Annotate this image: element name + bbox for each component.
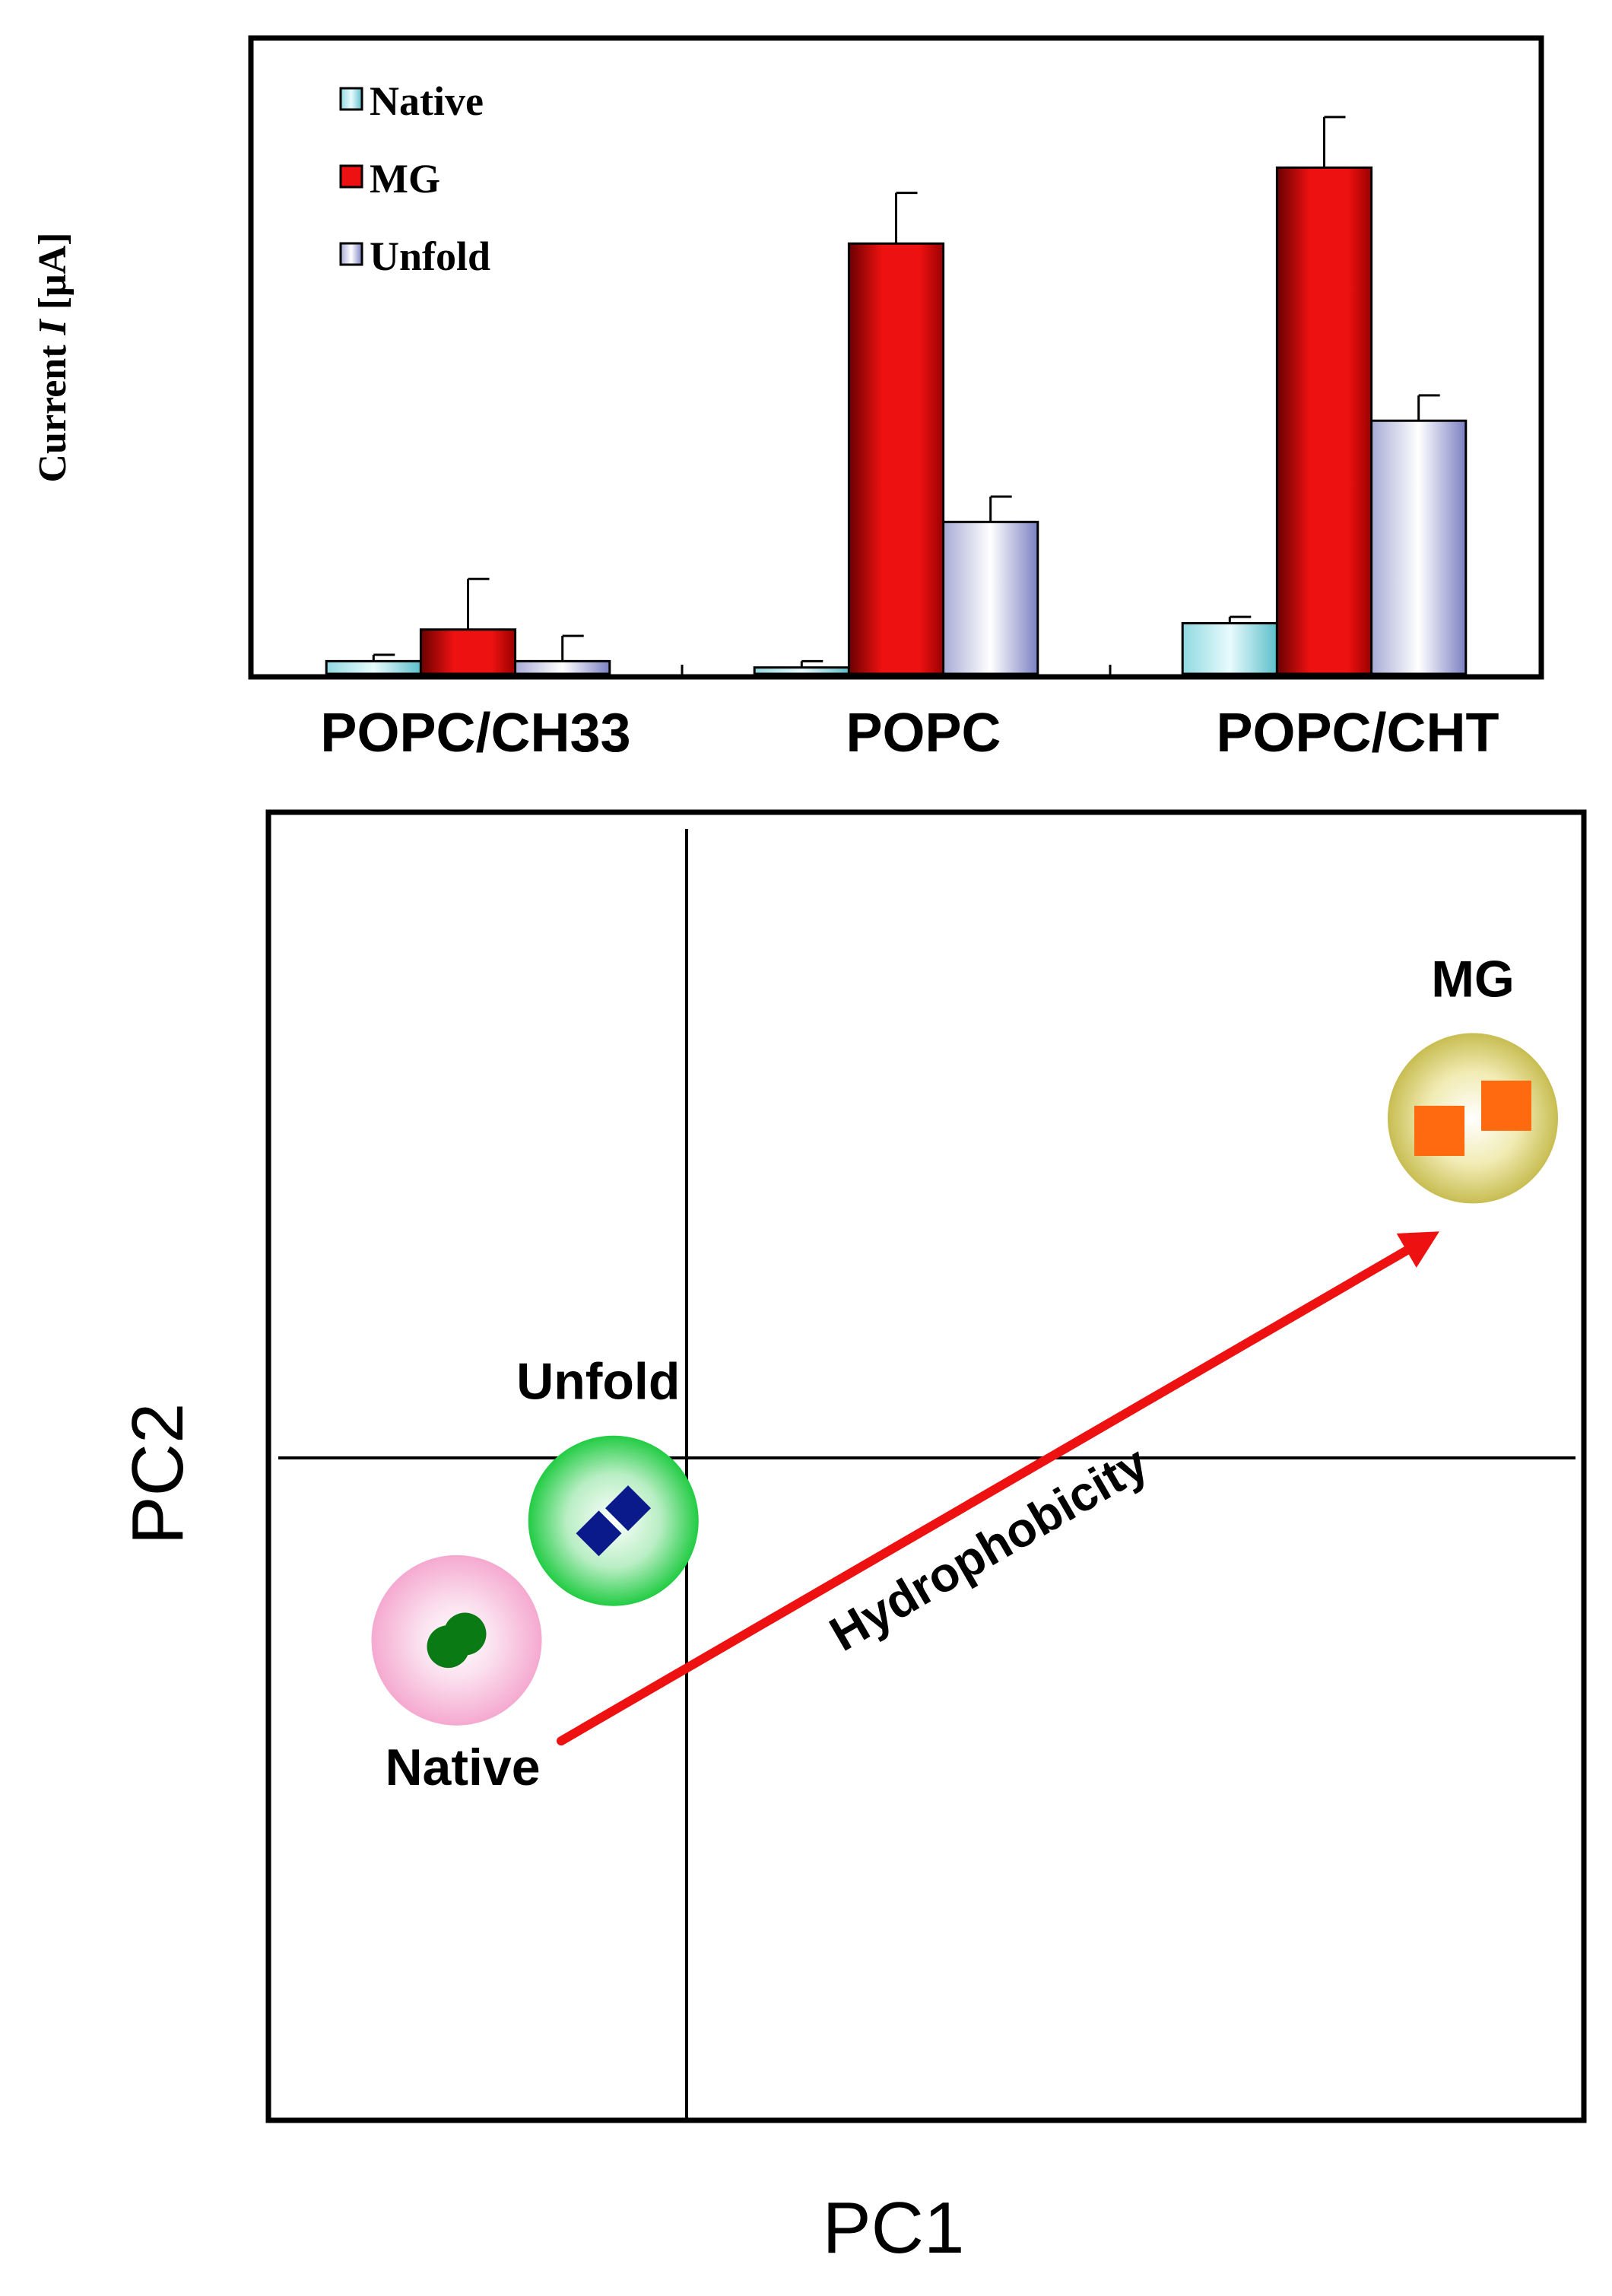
bar-series-layer <box>325 116 1468 675</box>
legend-label-native: Native <box>370 78 484 124</box>
cluster-blob-unfold <box>528 1435 699 1606</box>
point-native-2 <box>443 1612 487 1656</box>
bar-unfold-popc <box>942 520 1039 675</box>
x-tick-label-popc-ch33: POPC/CH33 <box>320 703 630 764</box>
legend-swatch-mg <box>339 164 363 189</box>
legend-swatch-native <box>339 87 363 111</box>
point-unfold-2 <box>605 1485 651 1532</box>
pc1-axis-label: PC1 <box>823 2187 965 2269</box>
x-axis-tick-labels: POPC/CH33 POPC POPC/CHT <box>320 703 1499 764</box>
bar-chart: Current I [μA] POPC/CH33 POPC POPC/CHT Nat… <box>31 35 1544 764</box>
point-mg-2 <box>1481 1080 1531 1131</box>
cluster-label-mg: MG <box>1431 950 1515 1008</box>
x-tick-label-popc: POPC <box>846 703 1001 764</box>
legend-swatch-unfold <box>339 242 363 266</box>
pc2-axis-label: PC2 <box>117 1403 198 1545</box>
bar-chart-y-axis-label: Current I [μA] <box>31 233 75 483</box>
bar-mg-popc-cht <box>1275 166 1373 675</box>
arrow-head <box>1396 1231 1439 1268</box>
bar-native-popc <box>753 666 850 675</box>
pca-plot-frame <box>265 809 1587 2123</box>
bar-native-popc-ch33 <box>325 659 422 675</box>
cluster-unfold: Unfold <box>516 1353 699 1606</box>
point-mg-1 <box>1414 1105 1464 1156</box>
bar-mg-popc-ch33 <box>419 628 517 675</box>
legend: Native MG Unfold <box>339 78 490 279</box>
bar-unfold-popc-ch33 <box>514 659 611 675</box>
cluster-label-native: Native <box>385 1739 540 1796</box>
legend-label-mg: MG <box>370 156 440 202</box>
cluster-native: Native <box>371 1554 542 1796</box>
x-tick-label-popc-cht: POPC/CHT <box>1216 703 1499 764</box>
legend-item-mg: MG <box>339 156 440 202</box>
legend-item-native: Native <box>339 78 484 124</box>
legend-item-unfold: Unfold <box>339 233 490 279</box>
bar-native-popc-cht <box>1181 621 1278 675</box>
cluster-blob-mg <box>1388 1033 1558 1204</box>
x-axis-ticks <box>681 665 1112 677</box>
legend-label-unfold: Unfold <box>370 233 490 279</box>
pca-clusters: Native Unfold MG <box>371 950 1558 1796</box>
cluster-label-unfold: Unfold <box>516 1353 680 1411</box>
arrow-shaft <box>557 1246 1411 1746</box>
cluster-mg: MG <box>1388 950 1558 1204</box>
point-unfold-1 <box>576 1510 622 1557</box>
bar-unfold-popc-cht <box>1370 419 1468 675</box>
bar-mg-popc <box>847 242 945 675</box>
